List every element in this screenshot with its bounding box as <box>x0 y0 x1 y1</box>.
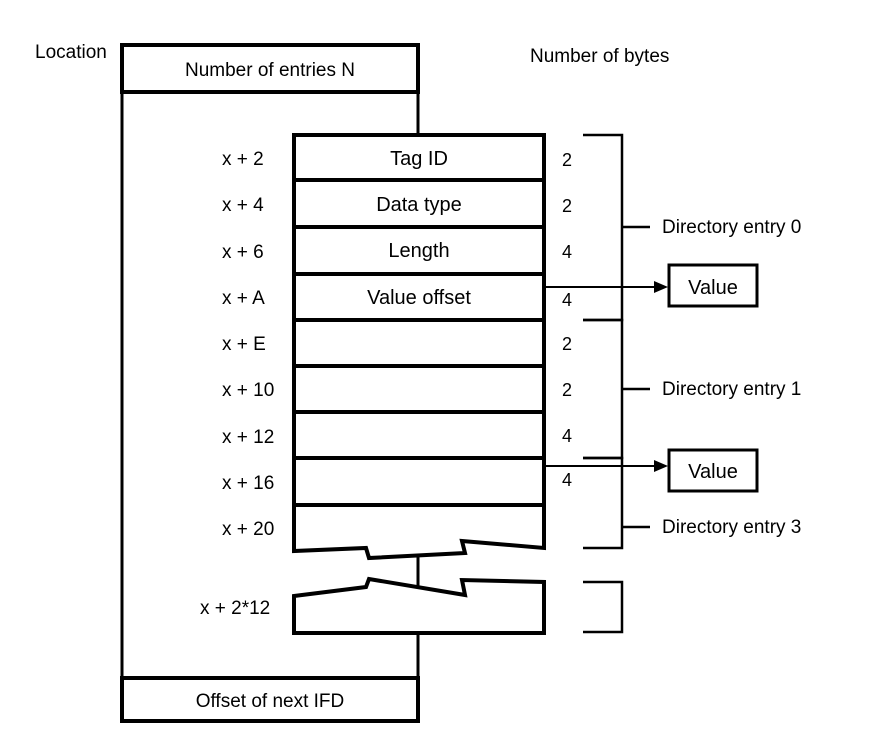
last-entry-box <box>292 576 546 635</box>
arrowhead <box>654 460 668 472</box>
value-box-label: Value <box>688 461 738 483</box>
table-row <box>292 318 546 368</box>
directory-table: Tag ID Data type Length Value offset <box>292 133 546 561</box>
value-pointer-arrows <box>542 281 668 472</box>
location-label: x + 6 <box>222 242 264 263</box>
location-label: x + 12 <box>222 427 274 448</box>
field-data-type: Data type <box>376 194 462 216</box>
location-label: x + 16 <box>222 473 274 494</box>
byte-counts: 2 2 4 4 2 2 4 4 <box>562 150 572 490</box>
byte-count: 4 <box>562 242 572 262</box>
byte-count: 2 <box>562 196 572 216</box>
bracket-entry-0 <box>583 133 624 322</box>
directory-entry-label: Directory entry 1 <box>662 379 801 400</box>
location-label: x + E <box>222 334 266 355</box>
table-row <box>292 272 546 322</box>
value-box <box>667 263 759 308</box>
bracket-entry-3 <box>583 456 624 550</box>
bracket-last-entry <box>583 580 624 634</box>
directory-brackets <box>583 133 650 634</box>
field-length: Length <box>388 240 449 262</box>
byte-count: 2 <box>562 150 572 170</box>
table-row <box>292 364 546 414</box>
value-box <box>667 448 759 493</box>
table-row <box>292 178 546 229</box>
location-label: x + 20 <box>222 519 274 540</box>
value-box-label: Value <box>688 277 738 299</box>
location-label: x + 2*12 <box>200 598 270 619</box>
table-row <box>292 410 546 460</box>
directory-entry-label: Directory entry 3 <box>662 517 801 538</box>
location-labels: x + 2 x + 4 x + 6 x + A x + E x + 10 x +… <box>200 149 274 619</box>
bytes-header: Number of bytes <box>530 46 669 67</box>
location-label: x + 10 <box>222 380 274 401</box>
table-row <box>292 225 546 276</box>
location-label: x + 2 <box>222 149 264 170</box>
byte-count: 4 <box>562 426 572 446</box>
field-tag-id: Tag ID <box>390 148 448 170</box>
bracket-entry-1 <box>583 318 624 460</box>
location-header: Location <box>35 42 107 63</box>
directory-entry-label: Directory entry 0 <box>662 217 801 238</box>
location-label: x + A <box>222 288 265 309</box>
table-row-torn <box>292 505 546 561</box>
location-label: x + 4 <box>222 195 264 216</box>
byte-count: 2 <box>562 334 572 354</box>
byte-count: 2 <box>562 380 572 400</box>
next-ifd-box <box>120 676 420 723</box>
next-ifd-label: Offset of next IFD <box>196 691 345 712</box>
byte-count: 4 <box>562 290 572 310</box>
byte-count: 4 <box>562 470 572 490</box>
table-row <box>292 456 546 507</box>
field-value-offset: Value offset <box>367 287 471 309</box>
arrowhead <box>654 281 668 293</box>
table-row <box>292 133 546 182</box>
entries-count-label: Number of entries N <box>185 60 355 81</box>
entries-count-box <box>120 43 420 94</box>
